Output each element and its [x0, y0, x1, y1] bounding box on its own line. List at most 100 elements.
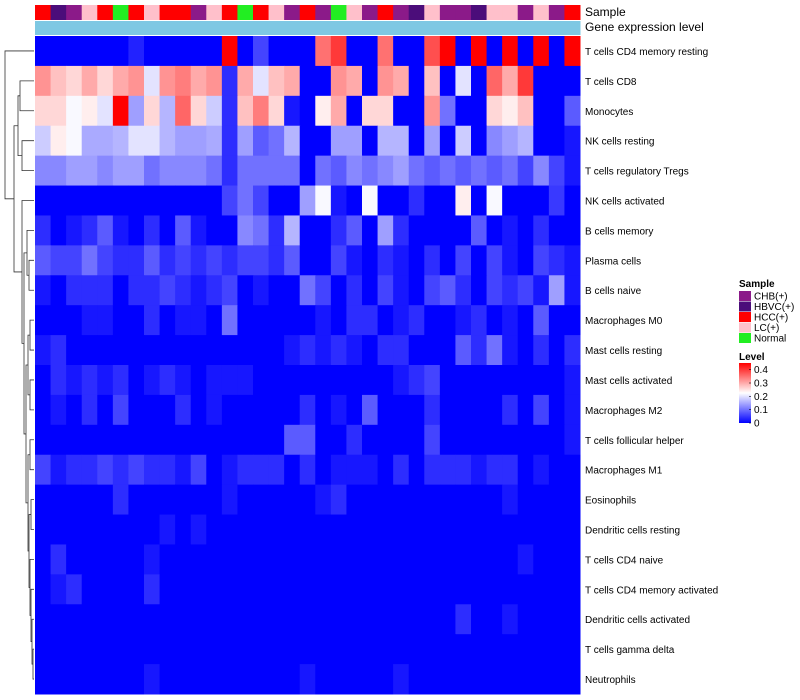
heatmap-cell [486, 454, 503, 486]
sample-legend-label: HBVC(+) [754, 302, 794, 313]
heatmap-cell [408, 335, 425, 366]
heatmap-cell [299, 365, 316, 396]
sample-annotation-cell [35, 5, 52, 20]
level-annotation-cell [533, 21, 550, 35]
heatmap-cell [284, 634, 301, 665]
heatmap-cell [330, 125, 347, 157]
heatmap-cell [206, 424, 223, 456]
sample-annotation-cell [66, 5, 83, 20]
heatmap-cell [175, 484, 192, 516]
heatmap-cell [190, 36, 207, 67]
heatmap-cell [299, 574, 316, 605]
level-annotation-cell [221, 21, 238, 35]
heatmap-cell [346, 305, 363, 336]
sample-annotation-cell [439, 5, 456, 20]
heatmap-cell [50, 544, 67, 575]
heatmap-cell [299, 634, 316, 665]
sample-annotation-cell [533, 5, 550, 20]
heatmap-cell [221, 335, 238, 366]
heatmap-cell [486, 424, 503, 456]
heatmap-cell [377, 215, 394, 246]
heatmap-cell [533, 185, 550, 216]
heatmap-cell [408, 544, 425, 575]
heatmap-cell [471, 245, 488, 276]
heatmap-cell [533, 604, 550, 635]
heatmap-cell [377, 634, 394, 665]
heatmap-cell [548, 155, 565, 187]
row-label: Dendritic cells activated [585, 615, 690, 626]
level-legend-tick-label: 0 [754, 419, 760, 430]
heatmap-cell [221, 36, 238, 67]
heatmap-cell [128, 245, 145, 276]
heatmap-cell [284, 424, 301, 456]
heatmap-cell [346, 664, 363, 695]
heatmap-cell [408, 574, 425, 605]
heatmap-cell [517, 514, 534, 545]
heatmap-cell [471, 365, 488, 396]
heatmap-cell [221, 664, 238, 695]
level-annotation-cell [471, 21, 488, 35]
heatmap-cell [206, 335, 223, 366]
dendrogram-branch [19, 80, 34, 112]
heatmap-cell [424, 634, 441, 665]
heatmap-cell [471, 544, 488, 575]
heatmap-cell [299, 245, 316, 276]
heatmap-cell [362, 634, 379, 665]
level-legend-title: Level [739, 352, 765, 363]
heatmap-cell [533, 574, 550, 605]
heatmap-cell [517, 454, 534, 486]
heatmap-cell [128, 454, 145, 486]
heatmap-cell [424, 155, 441, 187]
row-label: NK cells activated [585, 197, 664, 208]
heatmap-cell [424, 604, 441, 635]
heatmap-cell [81, 305, 98, 336]
heatmap-cell [190, 394, 207, 426]
heatmap-cell [502, 125, 519, 157]
heatmap-cell [128, 155, 145, 187]
heatmap-cell [548, 484, 565, 516]
sample-legend-label: LC(+) [754, 323, 779, 334]
heatmap-cell [564, 365, 581, 396]
heatmap-cell [175, 394, 192, 426]
heatmap-cell [253, 275, 270, 306]
heatmap-cell [502, 185, 519, 216]
heatmap-cell [346, 634, 363, 665]
heatmap-cell [66, 65, 83, 97]
level-legend: Level 0.4 0.3 0.2 0.1 0 [739, 352, 768, 430]
heatmap-cell [97, 634, 114, 665]
heatmap-cell [439, 604, 456, 635]
heatmap-cell [159, 454, 176, 486]
level-annotation-cell [66, 21, 83, 35]
heatmap-cell [564, 574, 581, 605]
heatmap-cell [455, 634, 472, 665]
heatmap-cell [112, 125, 129, 157]
heatmap-cell [424, 275, 441, 306]
heatmap-cell [346, 155, 363, 187]
heatmap-cell [393, 604, 410, 635]
heatmap-cell [362, 664, 379, 695]
heatmap-cell [502, 335, 519, 366]
heatmap-cell [564, 514, 581, 545]
heatmap-cell [486, 305, 503, 336]
heatmap-cell [66, 185, 83, 216]
heatmap-cell [128, 544, 145, 575]
heatmap-cell [424, 424, 441, 456]
heatmap-cell [66, 514, 83, 545]
heatmap-cell [159, 394, 176, 426]
heatmap-cell [299, 65, 316, 97]
heatmap-cell [362, 604, 379, 635]
heatmap-cell [35, 365, 52, 396]
heatmap-cell [533, 514, 550, 545]
heatmap-cell [315, 125, 332, 157]
heatmap-cell [175, 424, 192, 456]
heatmap-cell [439, 95, 456, 127]
heatmap-cell [346, 574, 363, 605]
heatmap-cell [486, 394, 503, 426]
heatmap-cell [548, 245, 565, 276]
heatmap-cell [439, 454, 456, 486]
heatmap-cell [393, 275, 410, 306]
heatmap-cell [237, 574, 254, 605]
heatmap-cell [268, 155, 285, 187]
heatmap-cell [330, 574, 347, 605]
heatmap-cell [377, 275, 394, 306]
